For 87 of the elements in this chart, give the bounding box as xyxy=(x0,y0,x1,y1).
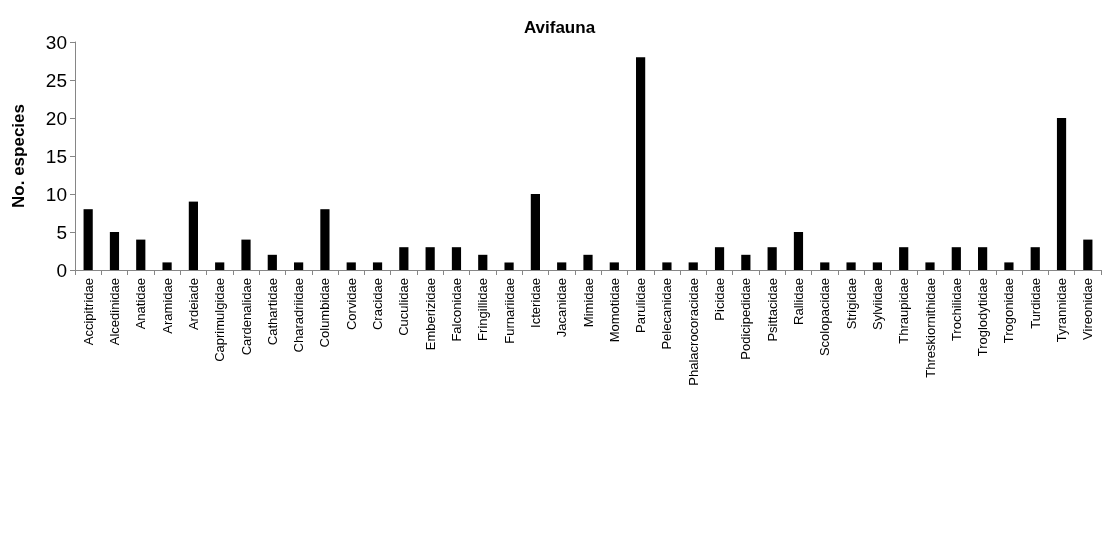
bar xyxy=(504,262,514,270)
x-tick-label: Anatidae xyxy=(133,278,149,330)
bar xyxy=(978,247,988,270)
x-tick-label: Pelecanidae xyxy=(659,278,675,350)
x-tick-label: Cuculidae xyxy=(396,278,412,336)
x-tick-label: Rallidae xyxy=(790,278,806,325)
bar xyxy=(925,262,935,270)
x-tick-label: Podicipedidae xyxy=(738,278,754,360)
bar xyxy=(793,232,804,270)
bar xyxy=(372,262,383,270)
x-tick-label: Cracidae xyxy=(370,278,386,331)
y-tick-label: 5 xyxy=(56,221,67,243)
x-tick-label: Threskiornithidae xyxy=(922,278,938,378)
bar xyxy=(662,262,672,270)
bar xyxy=(872,262,882,270)
bar xyxy=(241,239,251,270)
x-tick-label: Corvidae xyxy=(343,278,359,331)
x-tick-label: Emberizidae xyxy=(422,278,438,351)
bar xyxy=(951,247,961,270)
y-tick-label: 25 xyxy=(45,69,67,91)
y-tick-label: 0 xyxy=(56,259,67,281)
x-tick-label: Caprimulgidae xyxy=(212,278,228,362)
bar xyxy=(320,209,330,270)
bar xyxy=(1004,262,1014,270)
x-tick-label: Mimidae xyxy=(580,278,596,328)
bar xyxy=(557,262,567,270)
bar xyxy=(609,262,619,270)
bar xyxy=(109,232,120,270)
y-tick-label: 20 xyxy=(45,107,67,129)
bar xyxy=(294,262,304,270)
x-tick-label: Momotidae xyxy=(606,278,622,343)
x-tick-label: Picidae xyxy=(712,278,728,321)
bar xyxy=(688,262,698,270)
x-tick-label: Cardenalidae xyxy=(238,278,254,356)
bar xyxy=(1083,239,1093,270)
bar xyxy=(636,57,646,270)
bar xyxy=(899,247,909,270)
x-tick-label: Accipitridae xyxy=(80,278,96,346)
y-tick-label: 30 xyxy=(45,31,67,53)
x-tick-label: Icteridae xyxy=(527,278,543,328)
bar xyxy=(767,247,777,270)
bar xyxy=(1030,247,1040,270)
bar xyxy=(346,262,356,270)
x-tick-label: Falconidae xyxy=(448,278,464,342)
x-tick-label: Ardeiade xyxy=(185,278,201,331)
bar xyxy=(267,254,277,270)
y-tick-label: 10 xyxy=(45,183,67,205)
x-tick-label: Sylviidae xyxy=(869,278,885,331)
y-tick-label: 15 xyxy=(45,145,67,167)
x-tick-label: Turdidae xyxy=(1027,278,1043,329)
x-tick-label: Alcedinidae xyxy=(106,278,122,346)
x-tick-label: Psittacidae xyxy=(764,278,780,342)
bar xyxy=(820,262,830,270)
bar xyxy=(215,262,225,270)
chart-title: Avifauna xyxy=(523,18,596,37)
x-tick-label: Jacanidae xyxy=(554,278,570,338)
bar xyxy=(136,239,146,270)
x-tick-label: Troglodytidae xyxy=(975,278,991,357)
bar xyxy=(83,209,93,270)
x-tick-label: Thraupidae xyxy=(896,278,912,344)
y-axis-title: No. especies xyxy=(9,104,28,208)
x-tick-label: Phalacrocoracidae xyxy=(685,278,701,386)
x-tick-label: Parulidae xyxy=(633,278,649,333)
bar xyxy=(1056,118,1067,270)
bar xyxy=(530,194,540,270)
bar xyxy=(478,254,488,270)
x-tick-label: Cathartidae xyxy=(264,278,280,346)
bar xyxy=(583,254,593,270)
x-tick-label: Vireonidae xyxy=(1080,278,1096,340)
bar xyxy=(188,201,198,270)
bar xyxy=(714,247,725,270)
x-tick-label: Fringillidae xyxy=(475,278,491,341)
x-tick-label: Trochilidae xyxy=(948,278,964,342)
x-tick-label: Tyrannidae xyxy=(1054,278,1070,343)
bar xyxy=(846,262,856,270)
bar xyxy=(451,247,462,270)
x-tick-label: Strigidae xyxy=(843,278,859,330)
x-tick-label: Aramidae xyxy=(159,278,175,334)
x-tick-label: Columbidae xyxy=(317,278,333,348)
x-tick-label: Furnariidae xyxy=(501,278,517,344)
x-tick-label: Trogonidae xyxy=(1001,278,1017,344)
bar xyxy=(399,247,409,270)
x-tick-label: Scolopacidae xyxy=(817,278,833,357)
bar xyxy=(741,254,751,270)
x-tick-label: Charadriidae xyxy=(291,278,307,353)
bar xyxy=(162,262,172,270)
bar xyxy=(425,247,435,270)
